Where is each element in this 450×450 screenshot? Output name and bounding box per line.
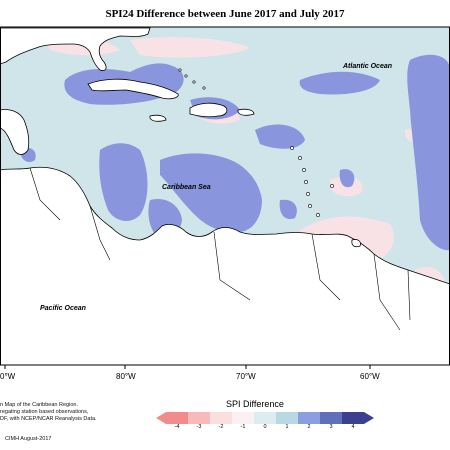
legend-arrow-right: [364, 412, 374, 424]
legend-swatch: [188, 412, 210, 424]
legend-arrow-left: [156, 412, 166, 424]
legend-swatch: [342, 412, 364, 424]
lon-label-70w: 70°W: [236, 372, 256, 381]
legend-swatch: [232, 412, 254, 424]
land: [0, 27, 450, 366]
footer-credit: CIMH August-2017: [5, 436, 52, 442]
legend-colorbar: [156, 412, 374, 424]
legend-tick-label: 4: [351, 424, 355, 430]
lon-label-80w: 80°W: [116, 372, 136, 381]
legend-tick-label: 0: [263, 424, 267, 430]
lon-label-90w: 0°W: [0, 372, 16, 381]
legend-tick-label: 2: [307, 424, 311, 430]
legend-swatch: [254, 412, 276, 424]
legend-swatch: [320, 412, 342, 424]
legend-tick-label: -3: [196, 424, 202, 430]
note-line: DF, with NCEP/NCAR Reanalysis Data.: [0, 416, 97, 423]
legend-swatch: [166, 412, 188, 424]
label-caribbean: Caribbean Sea: [162, 184, 211, 191]
lesser-antilles: [178, 68, 334, 217]
map-title: SPI24 Difference between June 2017 and J…: [105, 8, 345, 20]
legend-tick-label: -1: [240, 424, 246, 430]
legend-tick-label: 1: [285, 424, 289, 430]
legend-tick-label: -4: [174, 424, 180, 430]
lon-label-60w: 60°W: [360, 372, 380, 381]
legend-swatch: [276, 412, 298, 424]
legend-swatch: [210, 412, 232, 424]
map-notes: n Map of the Caribbean Region. regating …: [0, 402, 97, 424]
borders: [29, 167, 411, 331]
label-atlantic: Atlantic Ocean: [343, 63, 393, 70]
legend-tick-label: -2: [218, 424, 224, 430]
label-pacific: Pacific Ocean: [40, 305, 86, 312]
note-line: regating station based observations,: [0, 409, 89, 416]
legend-title: SPI Difference: [226, 399, 284, 409]
lon-ticks: [4, 365, 371, 369]
legend-swatch: [298, 412, 320, 424]
legend-tick-label: 3: [329, 424, 333, 430]
note-line: n Map of the Caribbean Region.: [0, 402, 78, 408]
